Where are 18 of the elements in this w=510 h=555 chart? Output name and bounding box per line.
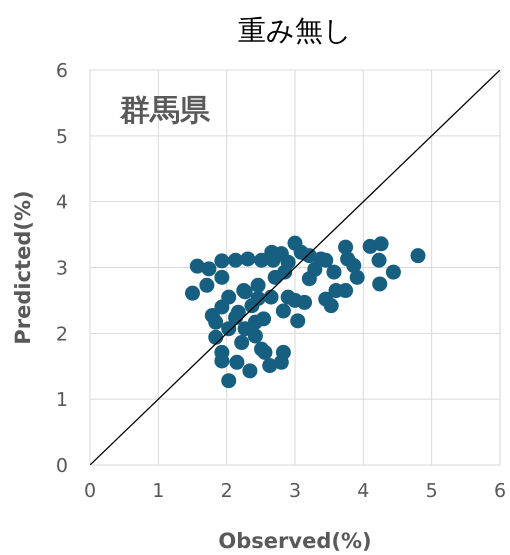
annotation: 群馬県 (119, 93, 211, 128)
x-tick-label: 3 (288, 480, 302, 502)
x-tick-label: 4 (357, 480, 370, 502)
x-axis-title: Observed(%) (218, 529, 372, 553)
x-tick-label: 2 (220, 480, 233, 502)
x-tick-label: 1 (152, 480, 164, 502)
y-tick-label: 6 (56, 60, 68, 82)
y-tick-label: 4 (56, 192, 68, 214)
chart-title: 重み無し (238, 14, 352, 47)
y-tick-label: 0 (56, 455, 68, 477)
y-tick-label: 1 (56, 389, 68, 412)
y-axis-title: Predicted(%) (11, 190, 35, 345)
y-tick-label: 5 (56, 126, 68, 148)
y-tick-label: 2 (56, 323, 68, 346)
x-tick-label: 6 (494, 480, 506, 502)
x-tick-label: 5 (426, 480, 438, 502)
x-tick-label: 0 (84, 480, 96, 502)
y-tick-label: 3 (56, 258, 68, 280)
